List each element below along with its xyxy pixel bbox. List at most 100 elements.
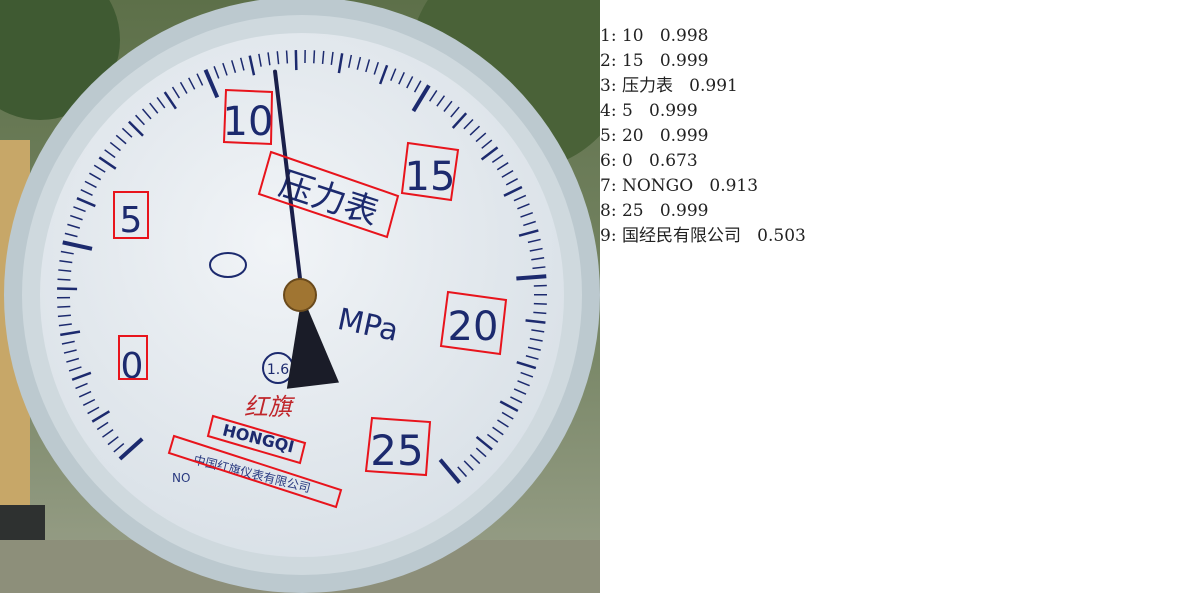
tick-mark (529, 247, 543, 252)
tick-mark (171, 86, 181, 99)
tick-mark (84, 180, 97, 189)
tick-mark (516, 274, 547, 281)
dial-number-15: 15 (405, 154, 456, 200)
tick-mark (406, 76, 414, 89)
tick-mark (531, 256, 545, 261)
tick-mark (60, 250, 74, 255)
dial-number-20: 20 (448, 304, 499, 350)
result-index: 5: (600, 126, 617, 146)
result-score: 0.991 (689, 76, 738, 96)
detection-box-company (167, 434, 343, 509)
tick-mark (135, 114, 145, 126)
tick-mark (398, 72, 405, 85)
ocr-result-row: 5: 20 0.999 (600, 126, 708, 146)
tick-mark (276, 51, 280, 65)
tick-mark (66, 357, 80, 363)
tick-mark (523, 220, 536, 227)
tick-mark (118, 437, 144, 461)
tick-mark (330, 51, 334, 65)
tick-mark (356, 56, 362, 70)
serial-label: NO (172, 471, 190, 485)
ocr-result-row: 6: 0 0.673 (600, 151, 698, 171)
result-index: 1: (600, 26, 617, 46)
result-text: 20 (621, 126, 644, 146)
result-score: 0.673 (649, 151, 698, 171)
tick-mark (89, 172, 102, 181)
brand-script: 红旗 (244, 393, 296, 421)
tick-mark (469, 454, 481, 465)
tick-mark (96, 421, 109, 431)
tick-mark (517, 203, 530, 210)
tick-mark (450, 106, 460, 118)
ocr-result-row: 2: 15 0.999 (600, 51, 708, 71)
gauge-pointer (273, 69, 340, 389)
tick-mark (436, 95, 446, 107)
tick-mark (113, 443, 125, 453)
tick-mark (127, 120, 144, 137)
result-text: NONGO (621, 176, 694, 196)
tick-mark (76, 197, 96, 208)
cmc-mark-icon (209, 252, 247, 278)
tick-mark (510, 396, 523, 404)
tick-mark (203, 69, 220, 99)
tick-mark (285, 50, 289, 64)
ocr-result-row: 8: 25 0.999 (600, 201, 708, 221)
tick-mark (57, 305, 71, 308)
tick-mark (230, 60, 237, 73)
tick-mark (411, 84, 431, 113)
tick-marks (57, 50, 548, 484)
tick-mark (527, 238, 541, 244)
tick-mark (115, 134, 127, 145)
tick-mark (469, 125, 481, 136)
dial-number-5: 5 (120, 200, 143, 241)
tick-mark (294, 50, 298, 71)
pointer-counterweight (286, 295, 340, 389)
tick-mark (429, 89, 438, 102)
tick-mark (518, 229, 539, 237)
tick-mark (75, 382, 88, 390)
result-score: 0.999 (649, 101, 698, 121)
tick-mark (516, 360, 537, 370)
tick-mark (496, 162, 509, 171)
tick-mark (267, 52, 271, 66)
tick-mark (443, 100, 453, 112)
detection-box-brand (206, 414, 307, 465)
tick-mark (513, 388, 527, 395)
tick-mark (71, 371, 92, 381)
detection-box-10 (222, 88, 274, 146)
tick-mark (91, 410, 111, 423)
class-mark: 1.6 (267, 362, 289, 378)
tick-mark (60, 330, 81, 337)
tick-mark (179, 81, 188, 94)
tick-mark (78, 390, 92, 398)
result-index: 3: (600, 76, 617, 96)
dial-number-25: 25 (370, 426, 423, 475)
tick-mark (62, 240, 93, 251)
tick-mark (313, 50, 316, 64)
result-index: 4: (600, 101, 617, 121)
tick-mark (463, 119, 474, 130)
tick-mark (102, 429, 114, 438)
tick-mark (525, 355, 539, 360)
gauge-photo: 0 5 10 15 20 25 压力表 MPa 1.6 红旗 HONGQI 中国… (0, 0, 600, 593)
tick-mark (480, 146, 499, 161)
tick-mark (141, 108, 152, 120)
detection-box-20 (439, 290, 508, 356)
result-text: 压力表 (621, 76, 673, 96)
tick-mark (533, 284, 547, 287)
tick-mark (57, 314, 71, 318)
ocr-results-panel: 1: 10 0.998 2: 15 0.999 3: 压力表 0.991 4: 5 0… (600, 0, 1200, 593)
result-text: 15 (621, 51, 644, 71)
tick-mark (413, 80, 422, 93)
tick-mark (533, 311, 547, 315)
tick-mark (373, 61, 380, 75)
tick-mark (109, 141, 121, 152)
detection-box-15 (400, 141, 460, 202)
tick-mark (503, 185, 523, 197)
result-index: 9: (600, 226, 617, 246)
tick-mark (492, 426, 504, 436)
tick-mark (149, 102, 159, 114)
tick-mark (347, 54, 353, 68)
tick-mark (163, 91, 177, 110)
tick-mark (491, 154, 504, 163)
